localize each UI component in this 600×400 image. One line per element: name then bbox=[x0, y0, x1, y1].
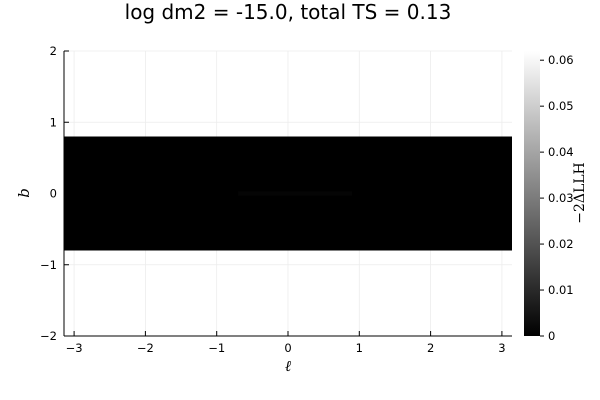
y-tick-label: 0 bbox=[50, 187, 57, 201]
axes: −3 −2 −1 0 1 2 3 −2 −1 0 1 2 bbox=[40, 44, 512, 355]
colorbar bbox=[524, 51, 540, 336]
x-tick-label: 1 bbox=[356, 341, 363, 355]
colorbar-tick-label: 0.05 bbox=[548, 99, 574, 113]
x-tick-label: 2 bbox=[427, 341, 434, 355]
x-tick-label: −2 bbox=[137, 341, 154, 355]
x-axis-label: ℓ bbox=[285, 357, 291, 375]
x-tick-label: −1 bbox=[208, 341, 225, 355]
colorbar-label: −2ΔLLH bbox=[572, 162, 588, 224]
x-tick-label: 3 bbox=[498, 341, 505, 355]
colorbar-ticks: 0 0.01 0.02 0.03 0.04 0.05 0.06 bbox=[540, 53, 574, 343]
chart-title: log dm2 = -15.0, total TS = 0.13 bbox=[125, 0, 452, 24]
colorbar-tick-label: 0 bbox=[548, 329, 555, 343]
colorbar-tick-label: 0.04 bbox=[548, 145, 574, 159]
y-tick-label: −1 bbox=[40, 258, 57, 272]
y-axis-label: b bbox=[15, 188, 33, 198]
heatmap-faint-feature bbox=[238, 191, 353, 196]
plot-area bbox=[64, 136, 512, 251]
colorbar-tick-label: 0.03 bbox=[548, 191, 574, 205]
y-tick-label: 2 bbox=[50, 44, 57, 58]
x-tick-label: −3 bbox=[66, 341, 83, 355]
colorbar-tick-label: 0.06 bbox=[548, 53, 574, 67]
y-tick-label: 1 bbox=[50, 115, 57, 129]
y-tick-label: −2 bbox=[40, 329, 57, 343]
x-tick-label: 0 bbox=[284, 341, 291, 355]
colorbar-tick-label: 0.01 bbox=[548, 283, 574, 297]
colorbar-tick-label: 0.02 bbox=[548, 237, 574, 251]
